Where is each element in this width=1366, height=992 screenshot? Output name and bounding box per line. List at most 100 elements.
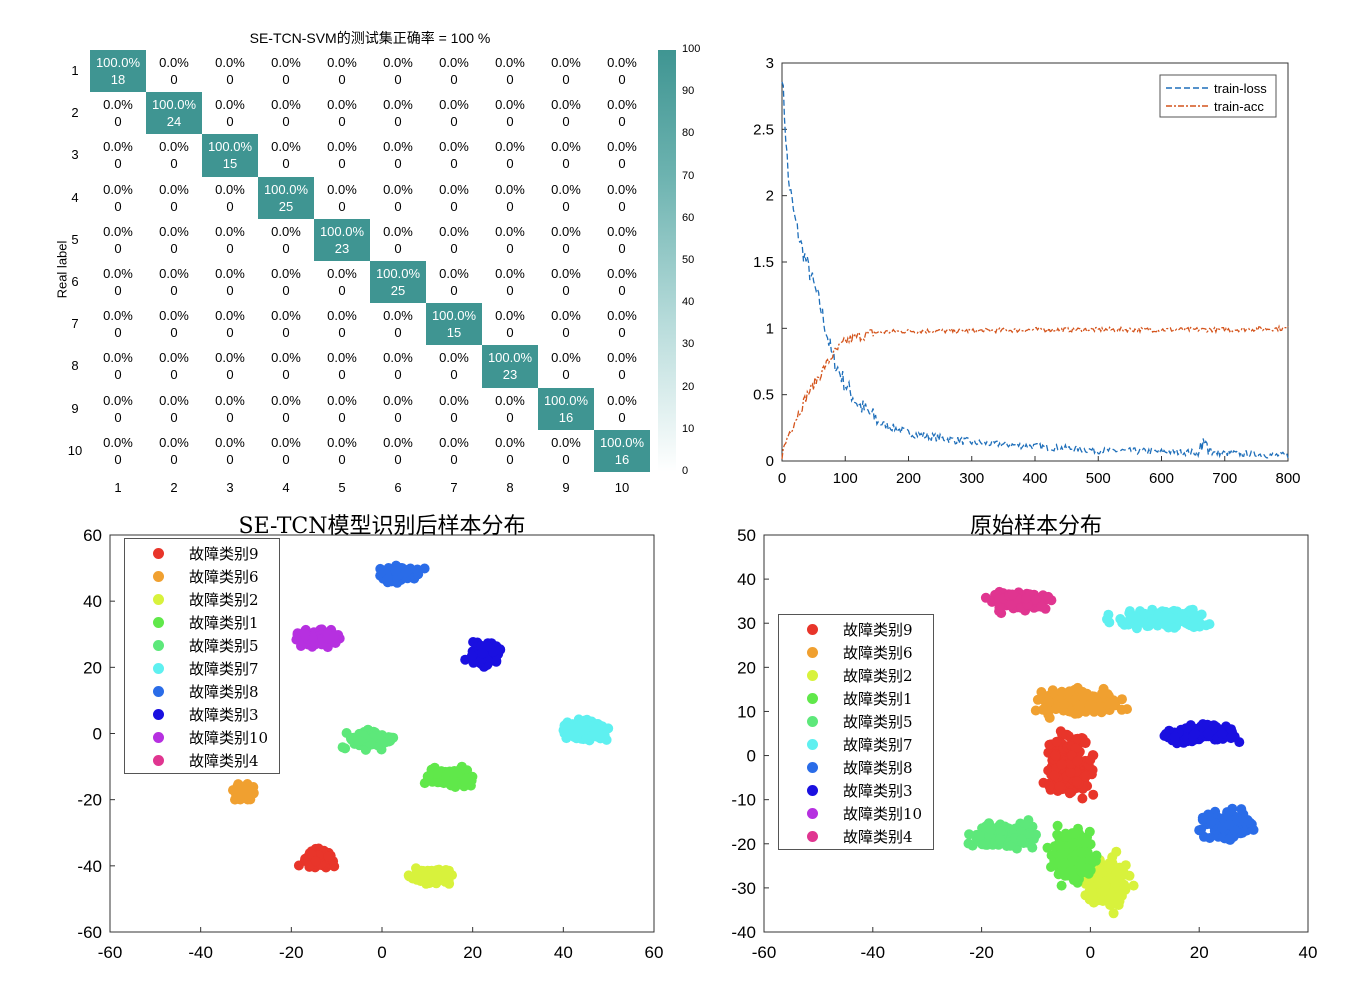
scatter-point — [567, 724, 578, 735]
scatter-point — [1105, 887, 1116, 898]
scatter-point — [1031, 594, 1042, 605]
scatter-point — [574, 723, 585, 734]
scatter-point — [388, 573, 398, 584]
scatter-point — [483, 646, 494, 657]
scatter-point — [1070, 735, 1081, 746]
scatter-point — [1235, 828, 1246, 839]
scatter-point — [984, 832, 995, 843]
scatter-point — [1160, 611, 1171, 622]
scatter-point — [1053, 784, 1064, 794]
scatter-point — [1044, 778, 1055, 789]
scatter-point — [984, 837, 995, 848]
scatter-point — [596, 721, 607, 732]
scatter-point — [1111, 883, 1122, 894]
scatter-point — [239, 790, 250, 801]
scatter-point — [1224, 823, 1235, 833]
scatter-point — [485, 653, 496, 664]
scatter-point — [1065, 761, 1076, 772]
scatter-point — [234, 789, 245, 800]
cm-row-label: 1 — [71, 63, 79, 78]
cluster-故障类别3 — [1159, 719, 1245, 749]
scatter-point — [579, 719, 590, 730]
scatter-point — [1077, 840, 1088, 851]
scatter-point — [1064, 694, 1075, 705]
scatter-point — [428, 873, 439, 884]
scatter-point — [1136, 617, 1147, 628]
scatter-point — [1218, 824, 1229, 834]
scatter-point — [318, 634, 329, 645]
scatter-point — [487, 653, 498, 664]
scatter-point — [1082, 694, 1093, 705]
scatter-point — [1081, 692, 1092, 702]
scatter-point — [318, 636, 329, 647]
scatter-point — [1086, 696, 1097, 707]
scatter-point — [1065, 766, 1076, 777]
scatter-point — [1094, 874, 1105, 885]
legend-label: 故障类别3 — [843, 782, 913, 800]
scatter-point — [316, 635, 327, 646]
scatter-point — [987, 831, 998, 841]
scatter-point — [1159, 617, 1170, 628]
scatter-point — [1146, 611, 1157, 622]
scatter-point — [1011, 843, 1022, 854]
scatter-point — [1069, 706, 1080, 717]
scatter-point — [1129, 618, 1140, 629]
scatter-point — [1062, 850, 1073, 861]
scatter-point — [1185, 620, 1196, 631]
scatter-point — [1064, 686, 1075, 697]
scatter-point — [356, 735, 366, 746]
scatter-point — [1073, 708, 1084, 719]
cm-cell: 100.0% 16 — [594, 429, 650, 472]
scatter-point — [383, 563, 394, 573]
scatter-point — [307, 631, 318, 642]
scatter-point — [1003, 589, 1014, 600]
scatter-point — [1222, 813, 1233, 824]
scatter-point — [592, 727, 603, 738]
scatter-point — [1180, 611, 1191, 622]
scatter-point — [986, 828, 997, 838]
scatter-point — [583, 725, 594, 736]
scatter-point — [1073, 695, 1084, 706]
scatter-point — [1091, 695, 1102, 706]
scatter-point — [1208, 729, 1218, 740]
scatter-point — [573, 725, 584, 736]
scatter-point — [1070, 690, 1081, 701]
scatter-point — [293, 860, 304, 871]
scatter-point — [1068, 702, 1079, 713]
cm-col-label: 5 — [338, 480, 346, 495]
scatter-point — [1091, 704, 1102, 715]
loss-x-tick: 0 — [778, 470, 786, 487]
scatter-point — [1104, 691, 1114, 702]
scatter-point — [1219, 821, 1230, 832]
scatter-point — [307, 629, 318, 640]
scatter-point — [1104, 893, 1114, 904]
scatter-point — [1073, 692, 1083, 703]
scatter-point — [314, 634, 325, 645]
scatter-point — [1070, 767, 1081, 777]
scatter-point — [1151, 609, 1162, 620]
scatter-point — [1125, 616, 1136, 627]
scatter-point — [1177, 609, 1188, 619]
scatter-point — [1065, 686, 1076, 697]
scatter-point — [1170, 735, 1181, 746]
scatter-point — [237, 784, 248, 795]
scatter-point — [1096, 876, 1107, 887]
scatter-point — [409, 573, 420, 584]
cm-cell: 0.0% 0 — [159, 308, 189, 341]
scatter-point — [436, 869, 447, 880]
scatter-point — [455, 763, 466, 774]
scatter-point — [1147, 612, 1158, 622]
scatter-point — [352, 735, 363, 746]
scatter-point — [1051, 743, 1062, 754]
scatter-point — [1023, 592, 1034, 602]
scatter-point — [1071, 696, 1082, 707]
scatter-point — [987, 596, 997, 607]
scatter-point — [1016, 590, 1026, 601]
scatter-point — [1111, 872, 1121, 883]
scatter-point — [1104, 697, 1115, 707]
scatter-point — [1069, 838, 1080, 849]
scatter-point — [1209, 732, 1220, 743]
scatter-point — [1073, 690, 1084, 701]
scatter-point — [1009, 600, 1019, 611]
scatter-point — [1217, 822, 1228, 833]
